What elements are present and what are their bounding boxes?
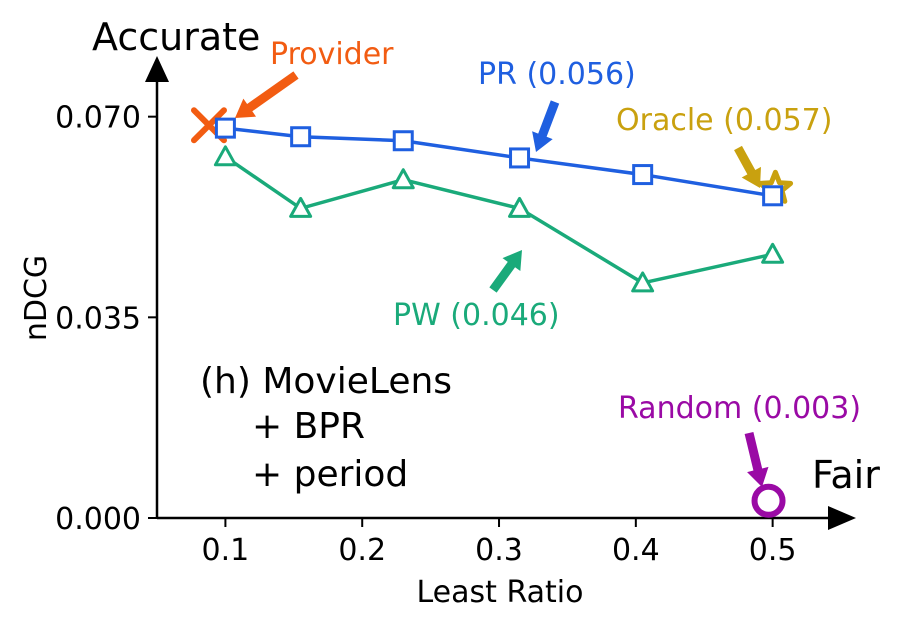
series-point-pr (392, 130, 414, 152)
series-layer (213, 117, 785, 293)
x-tick-label: 0.1 (202, 533, 250, 568)
x-tick-label: 0.4 (612, 533, 660, 568)
series-point-pr (509, 147, 531, 169)
panel-title-line-1: (h) MovieLens (200, 361, 452, 402)
annotation-arrow-provider (235, 71, 299, 118)
series-point-pw (289, 196, 313, 218)
series-point-pr (290, 126, 312, 148)
x-axis-end-label: Fair (812, 453, 880, 497)
y-axis-end-label: Accurate (92, 15, 260, 59)
annotation-arrow-pr (532, 100, 560, 152)
x-tick-label: 0.5 (749, 533, 797, 568)
y-tick-label: 0.070 (55, 101, 141, 136)
annotation-label-provider: Provider (270, 37, 394, 72)
x-axis-title: Least Ratio (417, 575, 584, 610)
series-line-pw (224, 155, 774, 285)
panel-title-line-3: + period (252, 454, 408, 495)
y-axis-title: nDCG (19, 255, 54, 341)
series-point-pr (762, 185, 784, 207)
annotation-label-oracle: Oracle (0.057) (616, 103, 832, 138)
point-random (751, 483, 786, 518)
x-axis-arrowhead (828, 506, 856, 530)
panel-title-line-2: + BPR (252, 406, 365, 447)
y-tick-label: 0.035 (55, 301, 141, 336)
y-tick-label: 0.000 (55, 502, 141, 537)
axes (145, 56, 856, 530)
annotation-label-pw: PW (0.046) (393, 298, 560, 333)
x-tick-label: 0.3 (475, 533, 523, 568)
series-point-pw (508, 196, 532, 218)
series-point-pw (391, 168, 415, 190)
series-point-pr (214, 117, 236, 139)
ticks: 0.1 0.2 0.3 0.4 0.5 0.000 0.035 0.070 (55, 101, 796, 568)
annotation-label-pr: PR (0.056) (478, 57, 636, 92)
series-point-pr (632, 164, 654, 186)
annotation-arrow-random (744, 431, 769, 487)
series-point-pw (761, 242, 785, 264)
series-point-pw (631, 271, 655, 293)
series-line-pr (225, 126, 773, 198)
annotation-label-random: Random (0.003) (618, 391, 861, 426)
x-stroke (190, 107, 227, 144)
series-point-pw (213, 145, 237, 167)
y-axis-arrowhead (145, 56, 169, 82)
annotation-layer: Provider PR (0.056) Oracle (0.057) PW (0.04… (235, 37, 861, 487)
x-tick-label: 0.2 (338, 533, 386, 568)
annotation-arrow-oracle (734, 145, 761, 188)
annotation-arrow-pw (489, 250, 522, 293)
